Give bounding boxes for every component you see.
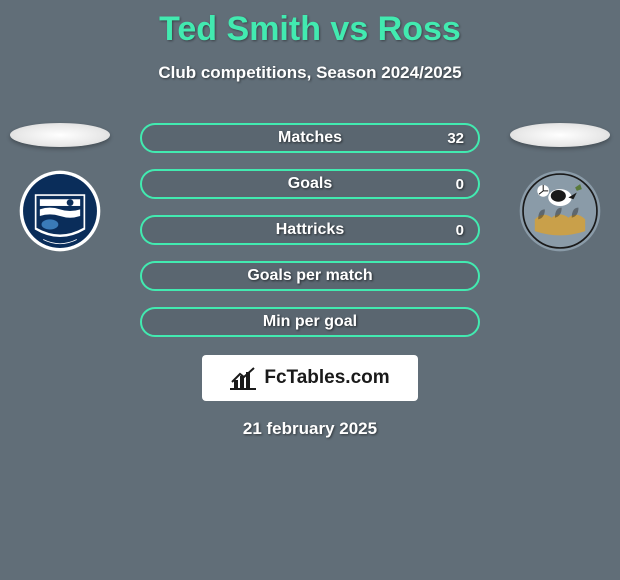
stat-label: Hattricks	[276, 221, 344, 239]
stat-value: 32	[447, 130, 464, 147]
player-right-placeholder	[510, 123, 610, 147]
stats-list: Matches 32 Goals 0 Hattricks 0 Goals per…	[140, 123, 480, 337]
bar-chart-icon	[230, 366, 258, 390]
notts-county-crest-icon	[515, 169, 605, 253]
club-crest-right	[515, 169, 605, 253]
date-text: 21 february 2025	[0, 419, 620, 439]
stat-value: 0	[456, 176, 464, 193]
player-left-column	[0, 123, 120, 253]
source-logo: FcTables.com	[202, 355, 418, 401]
club-crest-left	[15, 169, 105, 253]
stat-row-matches: Matches 32	[140, 123, 480, 153]
stat-label: Goals	[288, 175, 332, 193]
stat-row-hattricks: Hattricks 0	[140, 215, 480, 245]
page-title: Ted Smith vs Ross	[0, 0, 620, 49]
stat-value: 0	[456, 222, 464, 239]
comparison-content: Matches 32 Goals 0 Hattricks 0 Goals per…	[0, 123, 620, 439]
stat-row-goals-per-match: Goals per match	[140, 261, 480, 291]
source-logo-text: FcTables.com	[264, 367, 389, 389]
player-left-placeholder	[10, 123, 110, 147]
stat-label: Goals per match	[247, 267, 372, 285]
page-subtitle: Club competitions, Season 2024/2025	[0, 63, 620, 83]
player-right-column	[500, 123, 620, 253]
stat-label: Min per goal	[263, 313, 357, 331]
stat-row-min-per-goal: Min per goal	[140, 307, 480, 337]
southend-crest-icon	[15, 169, 105, 253]
stat-row-goals: Goals 0	[140, 169, 480, 199]
stat-label: Matches	[278, 129, 342, 147]
